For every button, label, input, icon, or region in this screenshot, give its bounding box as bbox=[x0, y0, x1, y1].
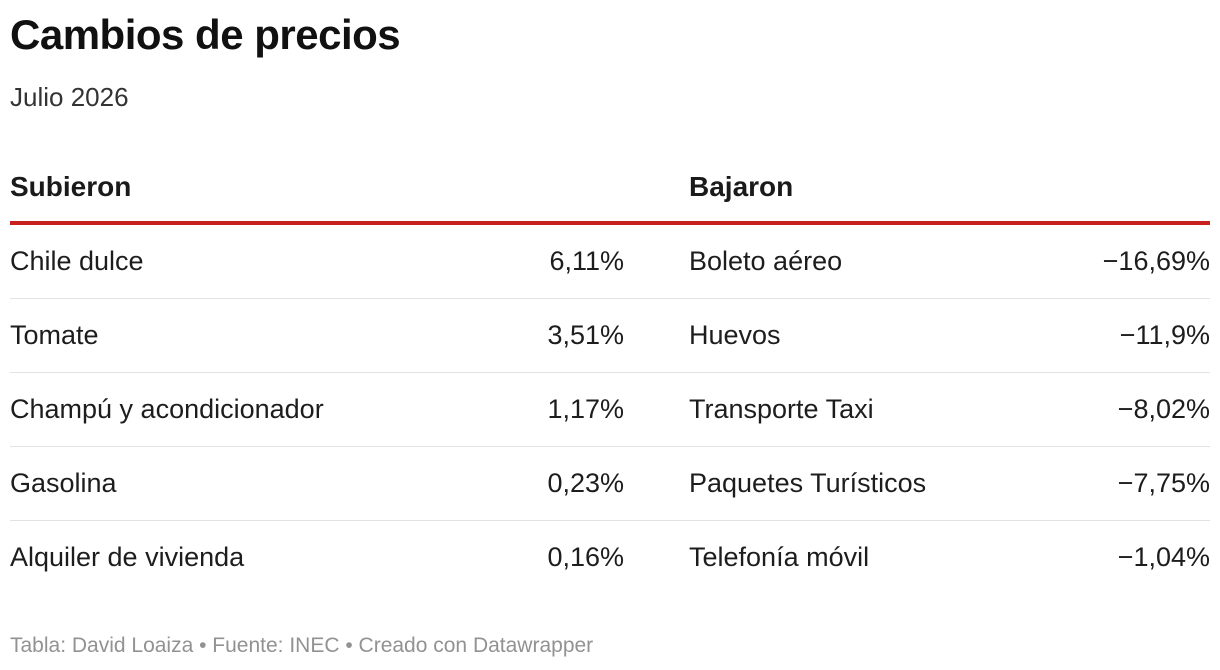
table-row: Tomate 3,51% Huevos −11,9% bbox=[10, 299, 1210, 373]
down-item-value: −16,69% bbox=[1102, 246, 1210, 276]
down-item-value: −1,04% bbox=[1117, 542, 1210, 572]
up-item-label: Gasolina bbox=[10, 468, 117, 498]
header-bajaron: Bajaron bbox=[689, 171, 794, 202]
down-item-value: −8,02% bbox=[1117, 394, 1210, 424]
page-subtitle: Julio 2026 bbox=[10, 82, 129, 112]
up-item-label: Tomate bbox=[10, 320, 99, 350]
table-row: Gasolina 0,23% Paquetes Turísticos −7,75… bbox=[10, 447, 1210, 521]
down-item-label: Telefonía móvil bbox=[689, 542, 870, 572]
up-item-label: Alquiler de vivienda bbox=[10, 542, 245, 572]
up-item-value: 0,23% bbox=[547, 468, 624, 498]
down-item-value: −7,75% bbox=[1117, 468, 1210, 498]
source-footer: Tabla: David Loaiza • Fuente: INEC • Cre… bbox=[10, 634, 594, 657]
header-subieron: Subieron bbox=[10, 171, 132, 202]
table-row: Alquiler de vivienda 0,16% Telefonía móv… bbox=[10, 521, 1210, 594]
table-header-row: Subieron Bajaron bbox=[10, 165, 1210, 225]
down-item-label: Huevos bbox=[689, 320, 781, 350]
down-item-label: Paquetes Turísticos bbox=[689, 468, 927, 498]
down-item-label: Transporte Taxi bbox=[689, 394, 874, 424]
up-item-label: Chile dulce bbox=[10, 246, 144, 276]
down-item-value: −11,9% bbox=[1119, 320, 1210, 350]
up-item-label: Champú y acondicionador bbox=[10, 394, 324, 424]
down-item-label: Boleto aéreo bbox=[689, 246, 843, 276]
table-row: Champú y acondicionador 1,17% Transporte… bbox=[10, 373, 1210, 447]
up-item-value: 3,51% bbox=[547, 320, 624, 350]
up-item-value: 0,16% bbox=[547, 542, 624, 572]
page-title: Cambios de precios bbox=[10, 11, 401, 58]
up-item-value: 6,11% bbox=[549, 246, 624, 276]
table-row: Chile dulce 6,11% Boleto aéreo −16,69% bbox=[10, 225, 1210, 299]
price-change-table: Subieron Bajaron Chile dulce 6,11% Bolet… bbox=[10, 165, 1210, 594]
up-item-value: 1,17% bbox=[547, 394, 624, 424]
